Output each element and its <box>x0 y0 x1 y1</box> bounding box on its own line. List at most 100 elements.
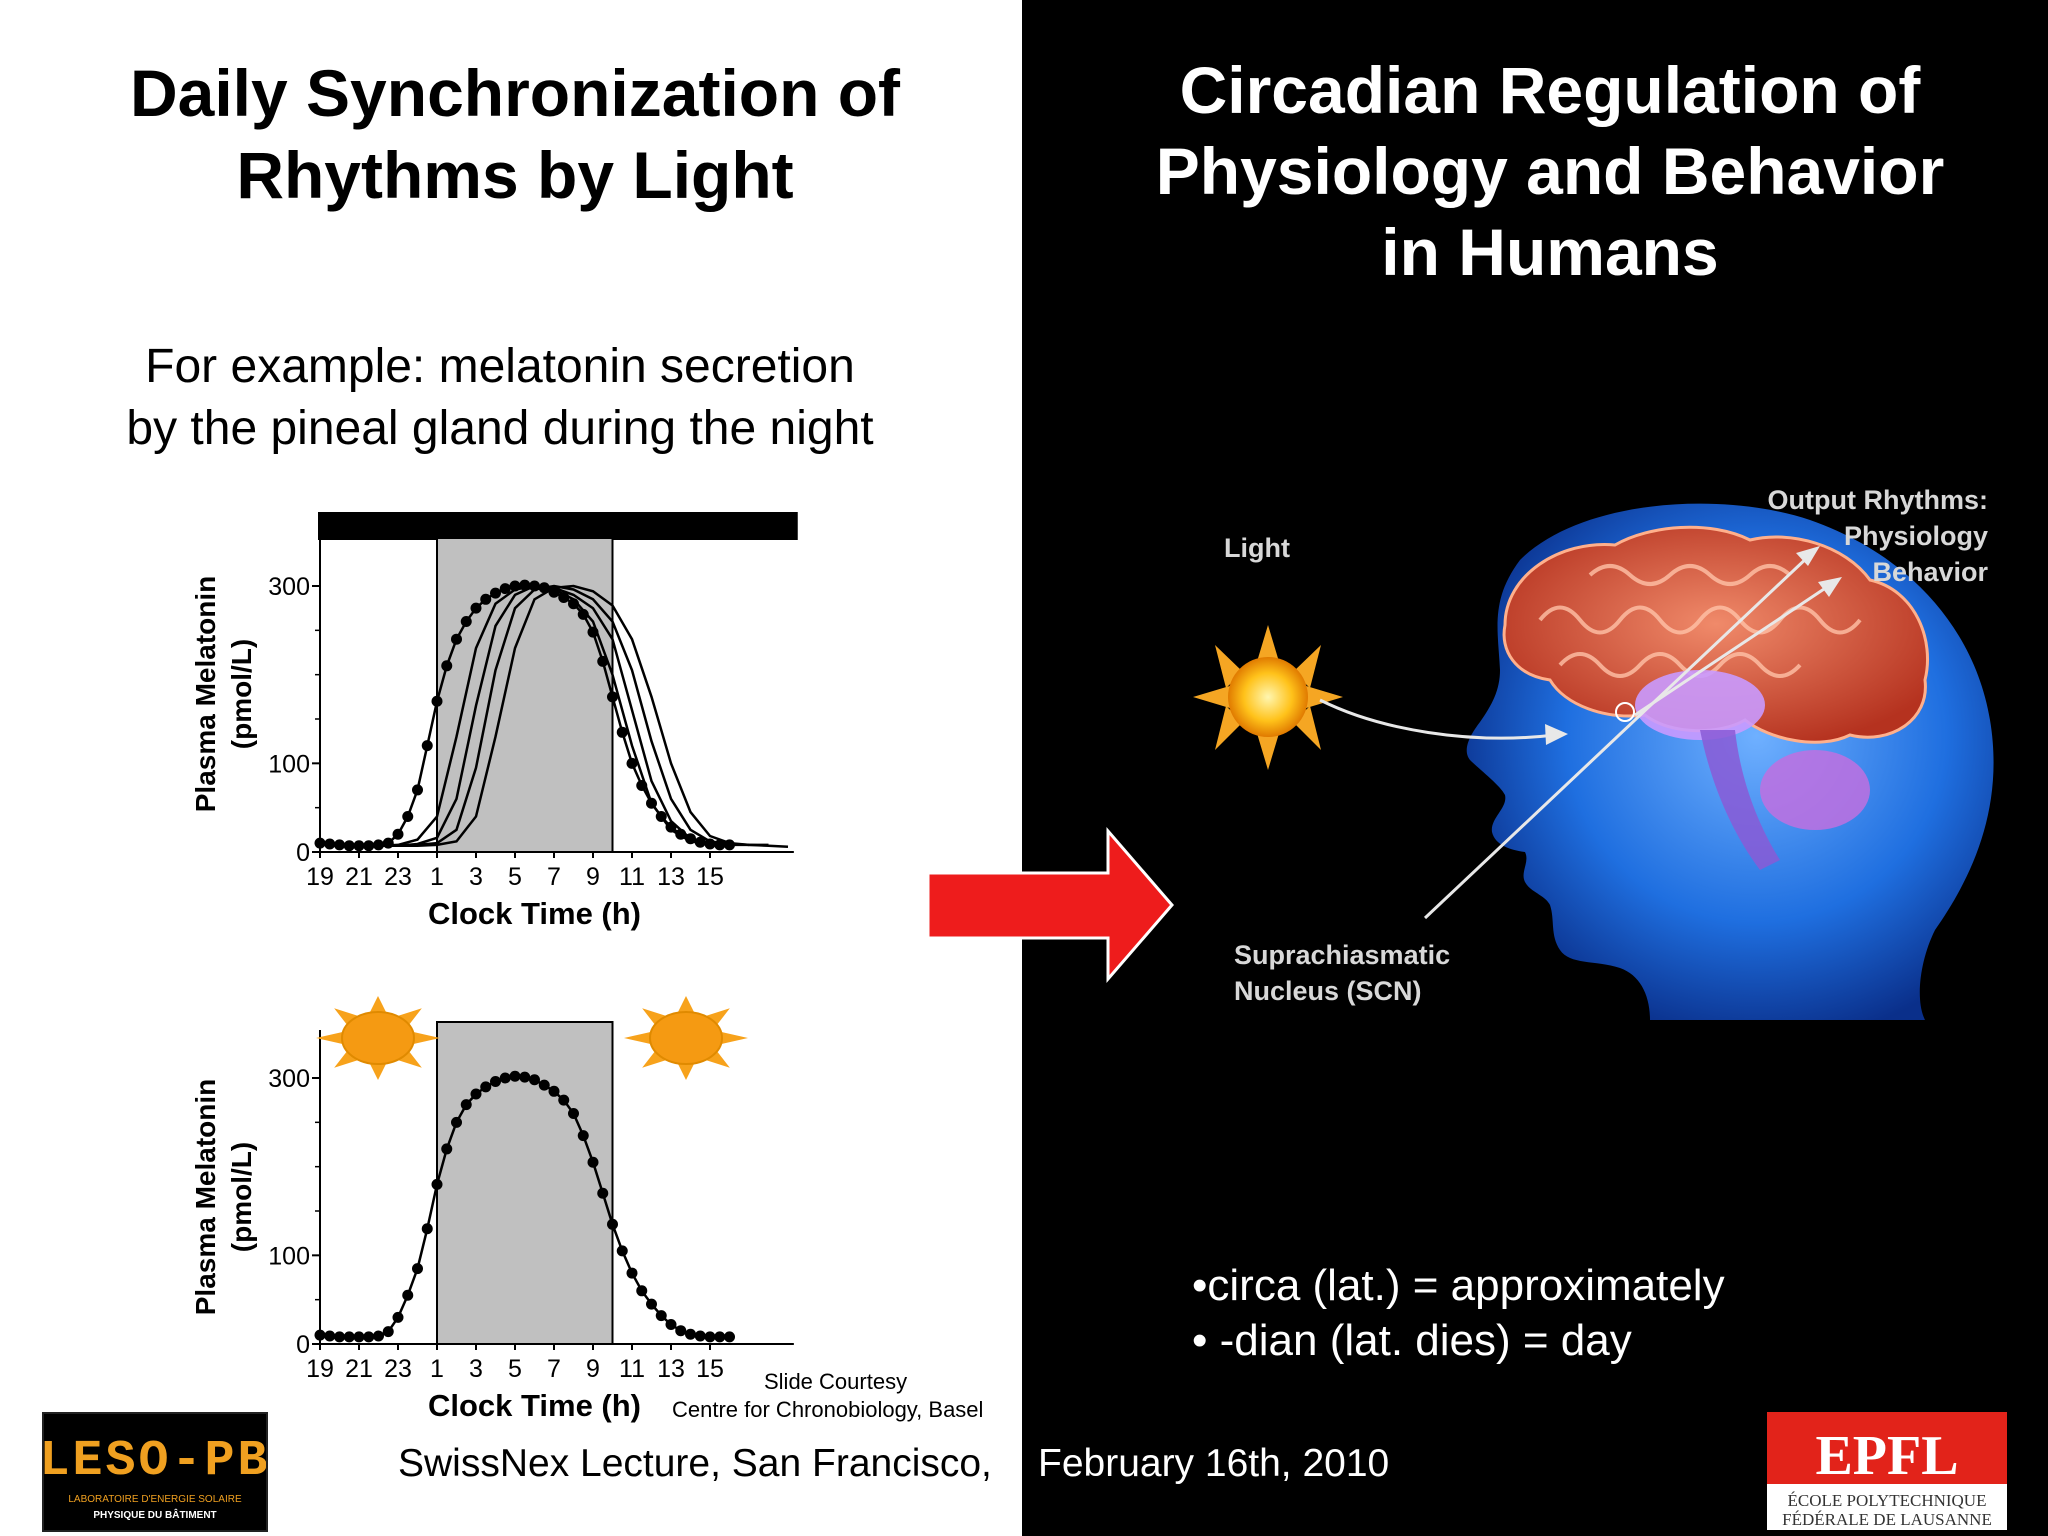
series-line-5 <box>319 584 789 848</box>
output-arrowhead-2 <box>1818 577 1842 597</box>
x-tick-label: 7 <box>547 1355 561 1383</box>
data-point <box>382 1326 394 1338</box>
sun-ray <box>718 1031 748 1045</box>
x-tick-label: 9 <box>586 863 600 891</box>
data-point <box>324 1330 336 1342</box>
slide-courtesy: Slide Courtesy Centre for Chronobiology,… <box>672 1368 1002 1424</box>
data-point <box>470 1088 482 1100</box>
brainstem-shape <box>1700 730 1780 870</box>
data-point <box>704 1331 716 1343</box>
brain-folds <box>1538 564 1862 678</box>
output-arrow-2 <box>1634 583 1831 717</box>
sun-ray <box>394 1049 422 1068</box>
data-point <box>470 602 482 614</box>
leso-logo-sub2: PHYSIQUE DU BÂTIMENT <box>93 1508 216 1521</box>
x-tick-label: 11 <box>619 863 645 891</box>
data-point <box>714 1331 726 1343</box>
light-label: Light <box>1224 533 1290 563</box>
brain-shape <box>1502 525 1930 744</box>
example-line-2: by the pineal gland during the night <box>126 402 874 455</box>
light-pathway-arrowhead <box>1545 724 1568 745</box>
left-title: Daily Synchronization of Rhythms by Ligh… <box>40 52 990 216</box>
data-point <box>392 1311 404 1323</box>
output-rhythms-label: Output Rhythms: Physiology Behavior <box>1700 482 1988 590</box>
data-point <box>568 1107 579 1119</box>
y-axis-label-line-2: (pmol/L) <box>226 639 257 749</box>
x-axis-label: Clock Time (h) <box>428 1388 641 1423</box>
courtesy-line-2: Centre for Chronobiology, Basel <box>672 1397 984 1422</box>
data-point <box>636 1285 648 1297</box>
footer-lecture: SwissNex Lecture, San Francisco, <box>398 1442 992 1485</box>
red-arrow-shape <box>926 826 1174 984</box>
output-arrowhead-1 <box>1796 546 1820 566</box>
data-point <box>538 1079 550 1091</box>
epfl-logo-main: EPFL <box>1815 1425 1958 1487</box>
right-title: Circadian Regulation of Physiology and B… <box>1075 50 2025 293</box>
data-point <box>685 1328 696 1340</box>
scn-label-line-2: Nucleus (SCN) <box>1234 976 1422 1006</box>
data-point <box>626 1267 638 1279</box>
x-tick-label: 3 <box>469 1355 483 1383</box>
x-tick-label: 15 <box>696 1355 724 1383</box>
x-tick-label: 11 <box>619 1355 645 1383</box>
data-point <box>646 1298 657 1310</box>
thalamus-shape <box>1635 670 1765 740</box>
data-point <box>480 1081 492 1093</box>
x-tick-label: 1 <box>430 863 444 891</box>
scn-label: Suprachiasmatic Nucleus (SCN) <box>1234 937 1450 1009</box>
y-axis-label: Plasma Melatonin (pmol/L) <box>190 576 257 813</box>
sun-ray <box>316 1031 346 1045</box>
data-point <box>499 583 511 595</box>
data-point <box>519 1071 531 1083</box>
x-tick-label: 13 <box>657 863 685 891</box>
epfl-logo-art: EPFL ÉCOLE POLYTECHNIQUE FÉDÉRALE DE LAU… <box>1767 1425 2007 1530</box>
epfl-logo-sub2: FÉDÉRALE DE LAUSANNE <box>1782 1510 1992 1529</box>
y-axis-label: Plasma Melatonin (pmol/L) <box>190 1079 257 1316</box>
data-point <box>421 1223 433 1235</box>
sun-ray <box>394 1008 422 1027</box>
sun-icon <box>316 996 440 1080</box>
data-point <box>314 1329 326 1341</box>
data-point <box>607 1218 618 1230</box>
data-point <box>402 1289 414 1301</box>
data-point <box>499 1072 511 1084</box>
data-point <box>577 1130 589 1142</box>
output-label-line-3: Behavior <box>1872 557 1988 587</box>
x-tick-label: 5 <box>508 863 522 891</box>
data-point <box>655 1310 667 1322</box>
data-point <box>441 660 453 672</box>
sun-ray <box>676 996 696 1015</box>
sun-ray <box>368 1061 388 1080</box>
x-tick-label: 13 <box>657 1355 685 1383</box>
sun-disc <box>649 1011 723 1065</box>
data-point <box>402 811 414 823</box>
footer-date: February 16th, 2010 <box>1038 1442 1390 1485</box>
data-point <box>412 1263 423 1275</box>
sun-ray <box>334 1049 362 1068</box>
data-point <box>412 784 423 796</box>
epfl-logo-sub1: ÉCOLE POLYTECHNIQUE <box>1788 1491 1987 1510</box>
left-title-line-1: Daily Synchronization of <box>129 56 901 130</box>
data-point <box>363 1331 375 1343</box>
data-point <box>460 615 472 627</box>
data-point <box>343 1331 355 1343</box>
epfl-logo: EPFL ÉCOLE POLYTECHNIQUE FÉDÉRALE DE LAU… <box>1767 1412 2007 1530</box>
data-point <box>353 1331 365 1343</box>
data-point <box>490 1076 501 1088</box>
example-line-1: For example: melatonin secretion <box>145 340 855 393</box>
x-tick-label: 7 <box>547 863 561 891</box>
sun-ray <box>334 1008 362 1027</box>
y-axis-label-line-2: (pmol/L) <box>226 1142 257 1252</box>
data-point <box>616 726 628 738</box>
sun-ray <box>702 1008 730 1027</box>
data-point <box>490 587 501 599</box>
x-tick-label: 15 <box>696 863 724 891</box>
y-tick-label: 300 <box>268 1065 310 1093</box>
data-point <box>694 1330 706 1342</box>
output-label-line-1: Output Rhythms: <box>1767 485 1988 515</box>
y-axis-label-line-1: Plasma Melatonin <box>190 1079 221 1316</box>
data-point <box>480 593 492 605</box>
